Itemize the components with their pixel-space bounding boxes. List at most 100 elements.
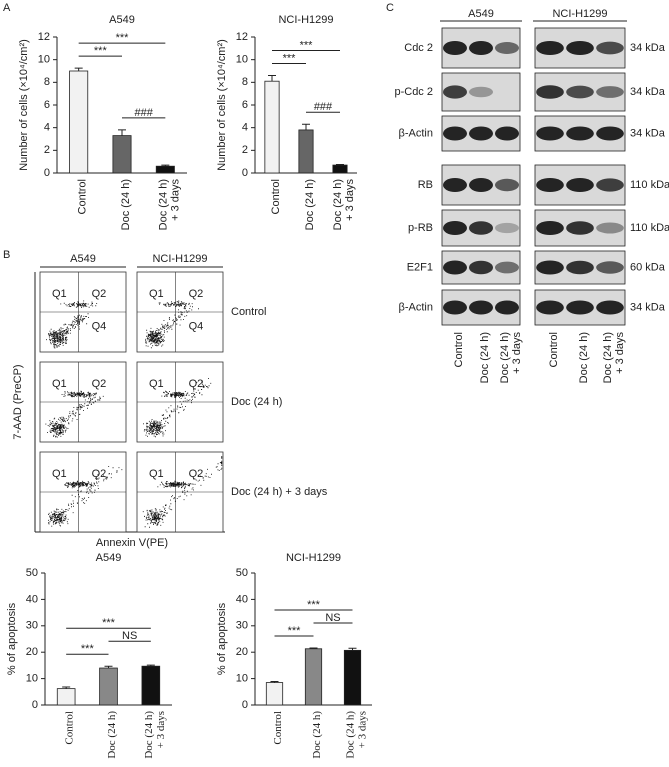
bar (304, 648, 323, 706)
significance-label: ### (314, 101, 333, 113)
bar (343, 649, 362, 706)
blot-band (469, 260, 493, 275)
bar (141, 665, 161, 706)
lane-label: Doc (24 h)+ 3 days (602, 332, 626, 384)
y-tick-label: 12 (236, 31, 248, 43)
y-tick-label: 40 (236, 593, 248, 605)
y-axis-label: Number of cells (×10⁴/cm²) (18, 39, 30, 171)
flow-dots (48, 466, 123, 527)
bar (56, 688, 76, 706)
bar (298, 129, 314, 174)
blot-band (443, 221, 467, 235)
flow-row-label: Doc (24 h) (231, 396, 282, 408)
blot-band (495, 222, 519, 234)
blot-band (469, 178, 493, 192)
chart-title: NCI-H1299 (286, 552, 341, 564)
protein-label: β-Actin (399, 301, 433, 313)
significance-label: *** (307, 599, 321, 611)
x-tick-label: Doc (24 h)+ 3 days (157, 179, 181, 231)
blot-band (536, 178, 564, 192)
x-tick-label: Control (77, 179, 89, 214)
blot-band (536, 260, 564, 275)
quadrant-label: Q1 (52, 378, 67, 390)
protein-label: p-RB (408, 222, 433, 234)
y-tick-label: 2 (44, 144, 50, 156)
blot-band (443, 126, 467, 141)
significance-label: ### (134, 107, 153, 119)
y-tick-label: 50 (236, 567, 248, 579)
blot-band (469, 41, 493, 55)
y-axis-label: Number of cells (×10⁴/cm²) (216, 39, 228, 171)
y-tick-label: 0 (32, 699, 38, 711)
blot-band (566, 300, 594, 315)
significance-label: *** (288, 625, 302, 637)
blot-band (596, 86, 624, 98)
y-tick-label: 0 (242, 699, 248, 711)
y-tick-label: 8 (44, 76, 50, 88)
y-tick-label: 6 (242, 99, 248, 111)
blot-band (495, 42, 519, 54)
error-bar (270, 681, 279, 683)
lane-label: Doc (24 h) (479, 332, 491, 383)
flow-x-label: Annexin V(PE) (96, 537, 168, 549)
y-tick-label: 4 (44, 122, 50, 134)
significance-label: *** (283, 52, 297, 64)
x-tick-label: Doc (24 h)+ 3 days (142, 711, 166, 759)
lane-label: Doc (24 h)+ 3 days (499, 332, 523, 384)
error-bar (348, 647, 357, 651)
quadrant-label: Q1 (149, 468, 164, 480)
flow-y-label: 7-AAD (PreCP) (12, 364, 24, 439)
protein-label: p-Cdc 2 (394, 86, 433, 98)
y-tick-label: 8 (242, 76, 248, 88)
flow-column-label: NCI-H1299 (152, 253, 207, 265)
size-label: 110 kDa (630, 179, 669, 191)
blot-band (443, 260, 467, 275)
blot-band (443, 178, 467, 192)
error-bar (336, 164, 344, 166)
y-tick-label: 10 (236, 673, 248, 685)
blot-band (536, 221, 564, 235)
size-label: 34 kDa (630, 42, 666, 54)
x-tick-label: Control (272, 711, 284, 745)
quadrant-label: Q1 (149, 288, 164, 300)
panel-label: A (3, 2, 11, 14)
blot-band (443, 300, 467, 315)
quadrant-label: Q1 (52, 468, 67, 480)
y-tick-label: 30 (26, 620, 38, 632)
significance-label: *** (102, 617, 116, 629)
flow-row-label: Doc (24 h) + 3 days (231, 486, 328, 498)
y-tick-label: 6 (44, 99, 50, 111)
chart-title: A549 (109, 14, 135, 26)
y-tick-label: 4 (242, 122, 248, 134)
flow-dots (46, 300, 98, 349)
y-tick-label: 20 (26, 646, 38, 658)
flow-column-label: A549 (70, 253, 96, 265)
blot-band (495, 178, 519, 192)
blot-column-label: NCI-H1299 (552, 8, 607, 20)
blot-band (469, 86, 493, 98)
blot-band (566, 178, 594, 192)
error-bar (268, 75, 276, 82)
blot-band (536, 300, 564, 315)
blot-band (566, 126, 594, 141)
blot-band (469, 221, 493, 235)
y-tick-label: 40 (26, 593, 38, 605)
significance-label: *** (81, 643, 95, 655)
quadrant-label: Q2 (189, 378, 204, 390)
lane-label: Doc (24 h) (578, 332, 590, 383)
y-tick-label: 10 (236, 54, 248, 66)
y-tick-label: 50 (26, 567, 38, 579)
blot-band (566, 85, 594, 99)
x-tick-label: Doc (24 h) (304, 179, 316, 230)
blot-band (566, 41, 594, 55)
blot-band (566, 221, 594, 235)
protein-label: E2F1 (407, 261, 433, 273)
size-label: 34 kDa (630, 86, 666, 98)
protein-label: Cdc 2 (404, 42, 433, 54)
x-tick-label: Doc (24 h) (311, 711, 323, 759)
chart-title: A549 (96, 552, 122, 564)
blot-band (495, 126, 519, 141)
y-tick-label: 20 (236, 646, 248, 658)
